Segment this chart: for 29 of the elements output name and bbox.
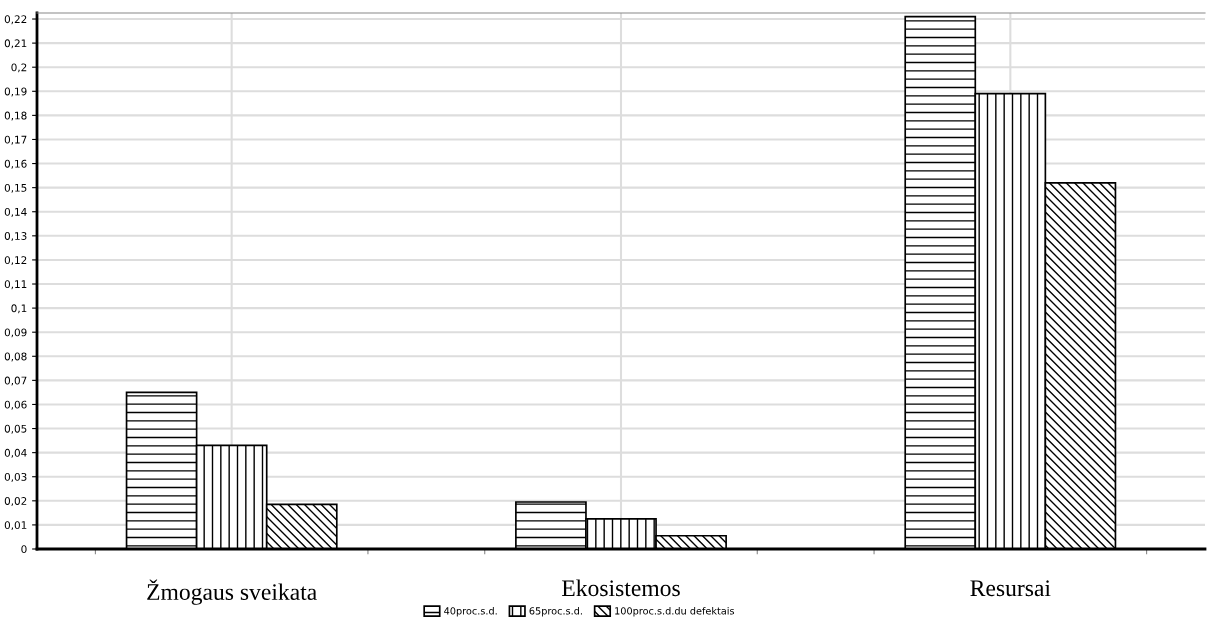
y-tick-label: 0,09 — [4, 328, 27, 338]
y-tick-label: 0,14 — [4, 207, 27, 217]
legend-label: 65proc.s.d. — [529, 607, 582, 617]
x-tick-label: Ekosistemos — [561, 579, 680, 597]
y-tick-label: 0 — [21, 545, 27, 554]
y-tick-label: 0,16 — [4, 159, 27, 169]
y-tick-label: 0,01 — [4, 521, 27, 531]
x-tick-label: Žmogaus sveikata — [147, 579, 317, 605]
y-tick-label: 0,11 — [4, 280, 27, 290]
y-tick-label: 0,12 — [4, 256, 27, 266]
y-tick-label: 0,07 — [4, 376, 27, 386]
y-tick-label: 0,15 — [4, 183, 27, 193]
legend-label: 40proc.s.d. — [444, 607, 497, 617]
y-tick-label: 0,2 — [11, 63, 27, 73]
y-tick-label: 0,02 — [4, 497, 27, 506]
y-tick-label: 0,22 — [4, 15, 27, 25]
y-tick-label: 0,17 — [4, 135, 27, 145]
y-tick-label: 0,19 — [4, 87, 27, 97]
y-tick-label: 0,06 — [4, 400, 27, 410]
x-tick-label: Resursai — [970, 580, 1051, 597]
y-tick-label: 0,18 — [4, 111, 27, 121]
legend-label: 100proc.s.d.du defektais — [615, 607, 735, 617]
y-tick-label: 0,04 — [4, 448, 27, 458]
y-tick-label: 0,13 — [4, 232, 27, 241]
y-tick-label: 0,1 — [11, 304, 27, 314]
y-tick-label: 0,21 — [4, 39, 27, 49]
y-tick-label: 0,03 — [4, 472, 27, 482]
y-tick-label: 0,08 — [4, 352, 27, 362]
y-tick-label: 0,05 — [4, 424, 27, 434]
